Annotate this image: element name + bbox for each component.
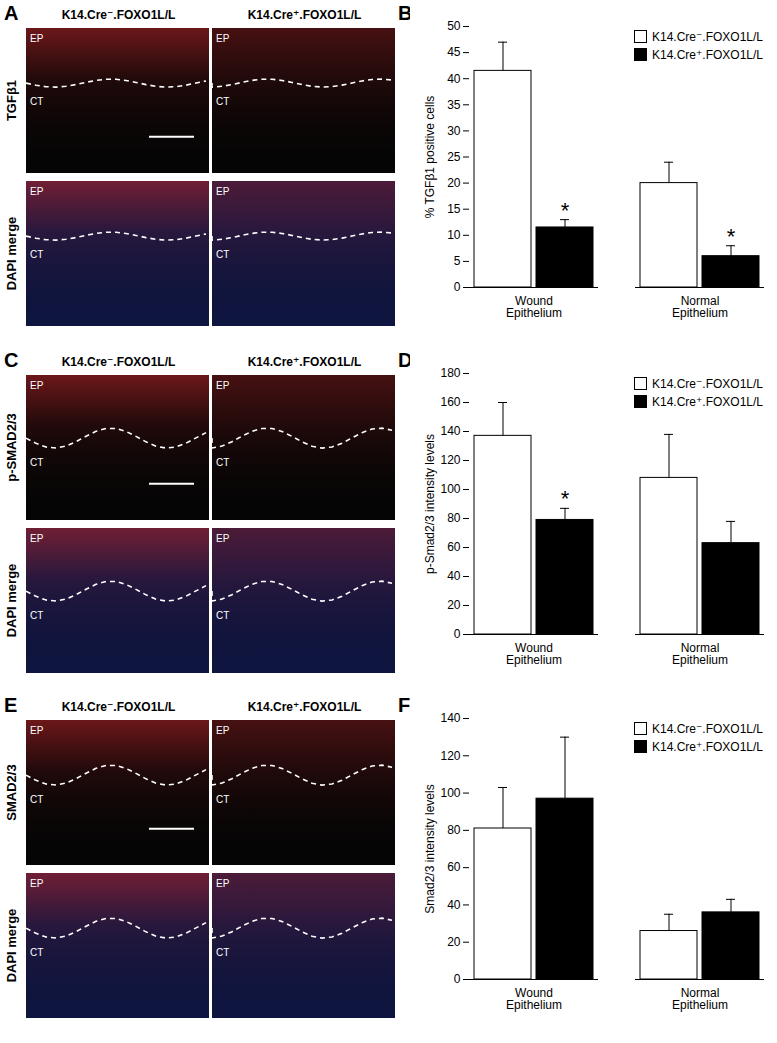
svg-text:80: 80 bbox=[447, 511, 461, 525]
svg-text:100: 100 bbox=[440, 482, 460, 496]
svg-text:EP: EP bbox=[30, 878, 44, 889]
svg-text:35: 35 bbox=[447, 98, 461, 112]
svg-text:EP: EP bbox=[30, 33, 44, 44]
svg-text:*: * bbox=[561, 486, 570, 511]
svg-text:*: * bbox=[561, 198, 570, 223]
svg-text:EP: EP bbox=[30, 380, 44, 391]
svg-text:5: 5 bbox=[454, 254, 461, 268]
html-text:K14.Cre⁺.FOXO1L/L: K14.Cre⁺.FOXO1L/L bbox=[247, 700, 362, 714]
svg-text:EP: EP bbox=[216, 533, 230, 544]
svg-text:50: 50 bbox=[447, 19, 461, 33]
html-text:DAPI merge: DAPI merge bbox=[4, 908, 19, 983]
svg-text:EP: EP bbox=[30, 186, 44, 197]
svg-text:10: 10 bbox=[447, 228, 461, 242]
html-text:D: D bbox=[398, 349, 413, 371]
svg-text:0: 0 bbox=[454, 972, 461, 986]
svg-text:40: 40 bbox=[447, 898, 461, 912]
html-text:K14.Cre⁺.FOXO1L/L: K14.Cre⁺.FOXO1L/L bbox=[247, 8, 362, 22]
html-text:DAPI merge: DAPI merge bbox=[4, 216, 19, 291]
svg-text:% TGFβ1 positive cells: % TGFβ1 positive cells bbox=[423, 96, 437, 219]
svg-text:100: 100 bbox=[440, 786, 460, 800]
html-text:E: E bbox=[4, 694, 18, 716]
svg-text:CT: CT bbox=[30, 794, 43, 805]
html-text:K14.Cre⁺.FOXO1L/L: K14.Cre⁺.FOXO1L/L bbox=[652, 740, 763, 754]
svg-text:20: 20 bbox=[447, 935, 461, 949]
svg-text:20: 20 bbox=[447, 176, 461, 190]
svg-text:CT: CT bbox=[30, 947, 43, 958]
svg-text:80: 80 bbox=[447, 823, 461, 837]
svg-text:60: 60 bbox=[447, 860, 461, 874]
html-text:SMAD2/3: SMAD2/3 bbox=[4, 764, 19, 821]
svg-text:140: 140 bbox=[440, 424, 460, 438]
svg-text:120: 120 bbox=[440, 453, 460, 467]
svg-text:0: 0 bbox=[454, 280, 461, 294]
html-text:K14.Cre⁻.FOXO1L/L: K14.Cre⁻.FOXO1L/L bbox=[652, 30, 763, 44]
html-text:A: A bbox=[4, 2, 19, 24]
svg-text:EP: EP bbox=[216, 186, 230, 197]
svg-text:CT: CT bbox=[30, 96, 43, 107]
html-text:F: F bbox=[398, 694, 411, 716]
html-text:K14.Cre⁻.FOXO1L/L: K14.Cre⁻.FOXO1L/L bbox=[61, 8, 176, 22]
svg-text:EP: EP bbox=[216, 878, 230, 889]
svg-text:CT: CT bbox=[30, 610, 43, 621]
svg-text:WoundEpithelium: WoundEpithelium bbox=[506, 294, 562, 320]
html-text:TGFβ1: TGFβ1 bbox=[4, 79, 19, 122]
svg-text:CT: CT bbox=[30, 457, 43, 468]
svg-text:EP: EP bbox=[30, 533, 44, 544]
svg-text:CT: CT bbox=[216, 947, 229, 958]
html-text:K14.Cre⁻.FOXO1L/L: K14.Cre⁻.FOXO1L/L bbox=[652, 377, 763, 391]
svg-text:EP: EP bbox=[216, 725, 230, 736]
svg-text:CT: CT bbox=[216, 96, 229, 107]
svg-text:25: 25 bbox=[447, 150, 461, 164]
svg-text:WoundEpithelium: WoundEpithelium bbox=[506, 641, 562, 667]
svg-text:0: 0 bbox=[454, 627, 461, 641]
svg-text:*: * bbox=[727, 224, 736, 249]
svg-text:40: 40 bbox=[447, 72, 461, 86]
svg-text:15: 15 bbox=[447, 202, 461, 216]
svg-text:EP: EP bbox=[30, 725, 44, 736]
svg-text:20: 20 bbox=[447, 598, 461, 612]
svg-text:30: 30 bbox=[447, 124, 461, 138]
html-text:K14.Cre⁺.FOXO1L/L: K14.Cre⁺.FOXO1L/L bbox=[247, 355, 362, 369]
svg-text:CT: CT bbox=[216, 457, 229, 468]
svg-text:CT: CT bbox=[216, 794, 229, 805]
html-text:K14.Cre⁺.FOXO1L/L: K14.Cre⁺.FOXO1L/L bbox=[652, 48, 763, 62]
svg-text:CT: CT bbox=[30, 249, 43, 260]
html-text:K14.Cre⁻.FOXO1L/L: K14.Cre⁻.FOXO1L/L bbox=[61, 700, 176, 714]
html-text:K14.Cre⁻.FOXO1L/L: K14.Cre⁻.FOXO1L/L bbox=[652, 722, 763, 736]
html-text:DAPI merge: DAPI merge bbox=[4, 563, 19, 638]
svg-text:Smad2/3 intensity levels: Smad2/3 intensity levels bbox=[423, 784, 437, 913]
html-text:C: C bbox=[4, 349, 19, 371]
svg-text:NormalEpithelium: NormalEpithelium bbox=[672, 294, 728, 320]
svg-text:60: 60 bbox=[447, 540, 461, 554]
svg-text:160: 160 bbox=[440, 395, 460, 409]
html-text:p-SMAD2/3: p-SMAD2/3 bbox=[4, 413, 19, 482]
svg-text:NormalEpithelium: NormalEpithelium bbox=[672, 641, 728, 667]
svg-text:NormalEpithelium: NormalEpithelium bbox=[672, 986, 728, 1012]
svg-text:180: 180 bbox=[440, 366, 460, 380]
svg-text:CT: CT bbox=[216, 249, 229, 260]
svg-text:140: 140 bbox=[440, 711, 460, 725]
html-text:K14.Cre⁺.FOXO1L/L: K14.Cre⁺.FOXO1L/L bbox=[652, 395, 763, 409]
svg-text:EP: EP bbox=[216, 33, 230, 44]
svg-text:p-Smad2/3 intensity levels: p-Smad2/3 intensity levels bbox=[423, 434, 437, 574]
svg-text:40: 40 bbox=[447, 569, 461, 583]
html-text:K14.Cre⁻.FOXO1L/L: K14.Cre⁻.FOXO1L/L bbox=[61, 355, 176, 369]
html-text:B: B bbox=[398, 2, 413, 24]
svg-text:EP: EP bbox=[216, 380, 230, 391]
svg-text:120: 120 bbox=[440, 749, 460, 763]
svg-text:CT: CT bbox=[216, 610, 229, 621]
svg-text:45: 45 bbox=[447, 45, 461, 59]
svg-text:WoundEpithelium: WoundEpithelium bbox=[506, 986, 562, 1012]
